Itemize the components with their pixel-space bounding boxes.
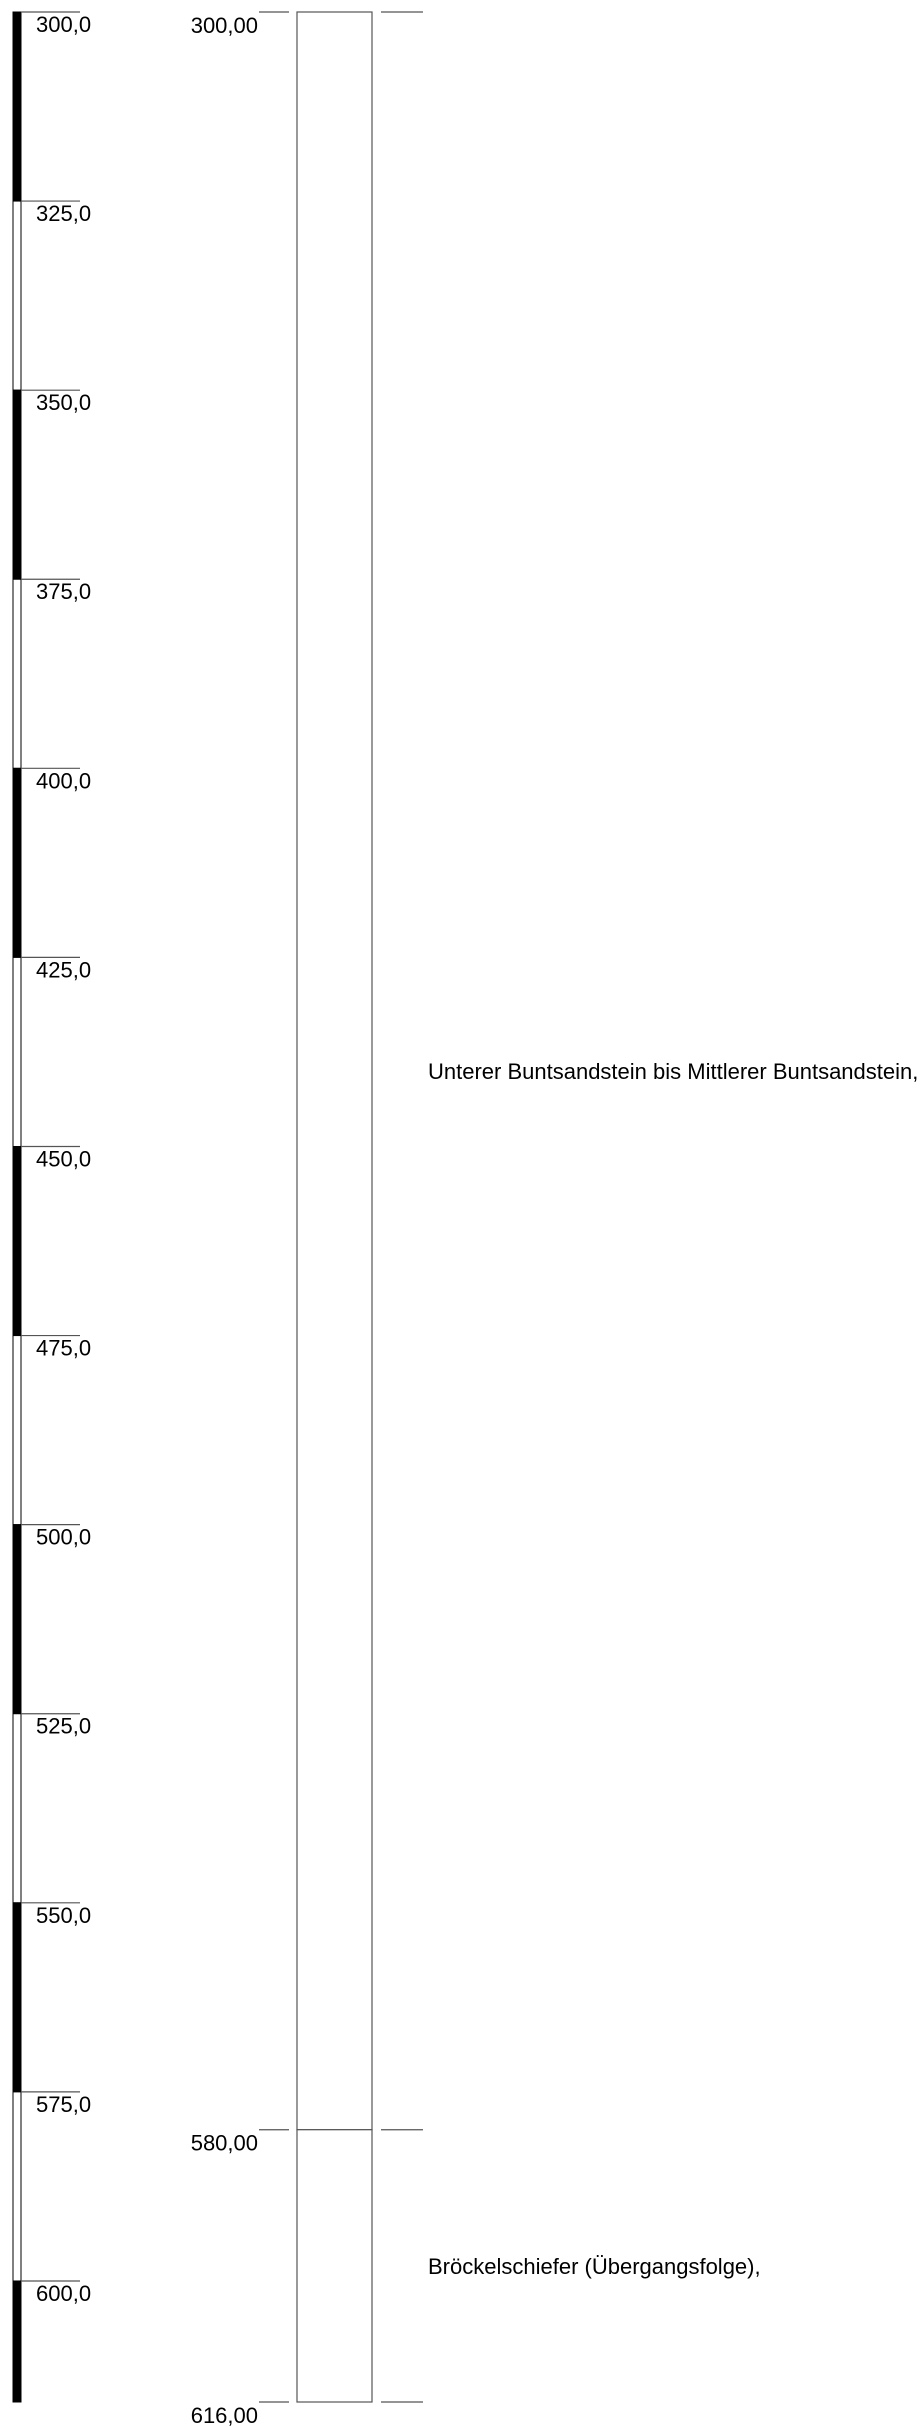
scale-tick-label: 475,0 [36,1336,91,1361]
scale-tick-label: 400,0 [36,768,91,793]
layer-column [259,11,423,2403]
base-depth-label: 616,00 [191,2403,258,2427]
scale-bar-segment [12,1524,22,1715]
scale-bar-segment [12,578,22,769]
layer-labels: 300,00 Unterer Buntsandstein bis Mittlere… [191,13,919,2427]
scale-bar-segment [12,1713,22,1904]
depth-scale-bar [12,11,22,2403]
scale-tick-label: 450,0 [36,1146,91,1171]
scale-tick-label: 550,0 [36,1903,91,1928]
scale-bar-segment [12,2091,22,2282]
scale-bar-segment [12,2280,22,2403]
scale-tick-label: 350,0 [36,390,91,415]
scale-tick-label: 325,0 [36,201,91,226]
depth-scale-ticks: 300,0 325,0 350,0 375,0 400,0 425,0 450,0 475,0… [21,11,91,2306]
scale-bar-segment [12,767,22,958]
scale-bar-segment [12,389,22,580]
layer-description: Unterer Buntsandstein bis Mittlerer Bunt… [428,1059,918,1084]
scale-tick-label: 525,0 [36,1714,91,1739]
scale-bar-segment [12,1145,22,1337]
layer-top-depth-label: 300,00 [191,13,258,38]
scale-tick-label: 375,0 [36,579,91,604]
layer-box [296,11,373,2131]
scale-bar-segment [12,956,22,1147]
scale-bar-segment [12,1335,22,1526]
scale-tick-label: 425,0 [36,957,91,982]
scale-bar-segment [12,200,22,391]
layer-description: Bröckelschiefer (Übergangsfolge), [428,2254,761,2279]
scale-bar-segment [12,11,22,202]
scale-tick-label: 600,0 [36,2281,91,2306]
scale-tick-label: 575,0 [36,2092,91,2117]
scale-tick-label: 300,0 [36,12,91,37]
scale-tick-label: 500,0 [36,1525,91,1550]
layer-top-depth-label: 580,00 [191,2131,258,2156]
layer-box [296,2129,373,2403]
scale-bar-segment [12,1902,22,2093]
